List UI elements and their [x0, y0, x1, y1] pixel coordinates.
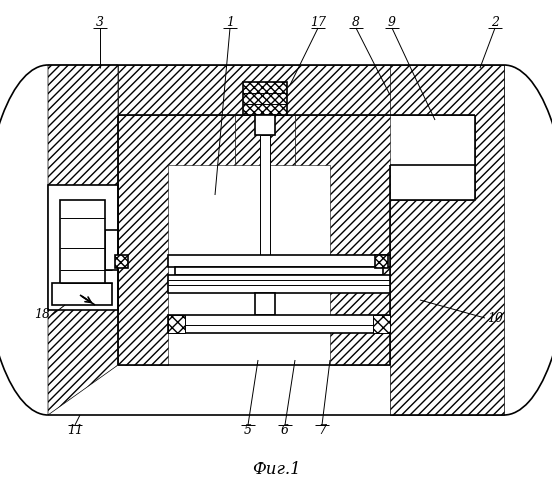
Bar [168, 275, 390, 293]
Bar [115, 255, 128, 268]
Text: 5: 5 [244, 424, 252, 436]
Bar [260, 135, 270, 265]
Bar [243, 82, 287, 115]
Bar [168, 315, 185, 333]
Text: 8: 8 [352, 16, 360, 28]
Polygon shape [48, 65, 504, 115]
Bar [255, 293, 275, 315]
Text: 18: 18 [34, 308, 50, 322]
Text: 6: 6 [281, 424, 289, 436]
Text: 7: 7 [318, 424, 326, 436]
Polygon shape [48, 65, 118, 415]
Text: 2: 2 [491, 16, 499, 28]
Text: 17: 17 [310, 16, 326, 28]
Bar [48, 185, 118, 310]
Polygon shape [235, 115, 295, 165]
Text: 3: 3 [96, 16, 104, 28]
Polygon shape [295, 115, 390, 365]
Bar [168, 255, 390, 267]
Bar [60, 200, 105, 290]
Bar [168, 315, 390, 333]
Text: 9: 9 [388, 16, 396, 28]
Bar [255, 115, 275, 135]
Bar [373, 315, 390, 333]
Bar [175, 267, 383, 275]
Text: 1: 1 [226, 16, 234, 28]
Text: 11: 11 [67, 424, 83, 436]
Text: 10: 10 [487, 312, 503, 324]
Bar [105, 230, 118, 270]
Polygon shape [390, 65, 504, 415]
Text: Фиг.1: Фиг.1 [252, 462, 300, 478]
Bar [52, 283, 112, 305]
Bar [375, 255, 388, 268]
Polygon shape [118, 115, 235, 365]
